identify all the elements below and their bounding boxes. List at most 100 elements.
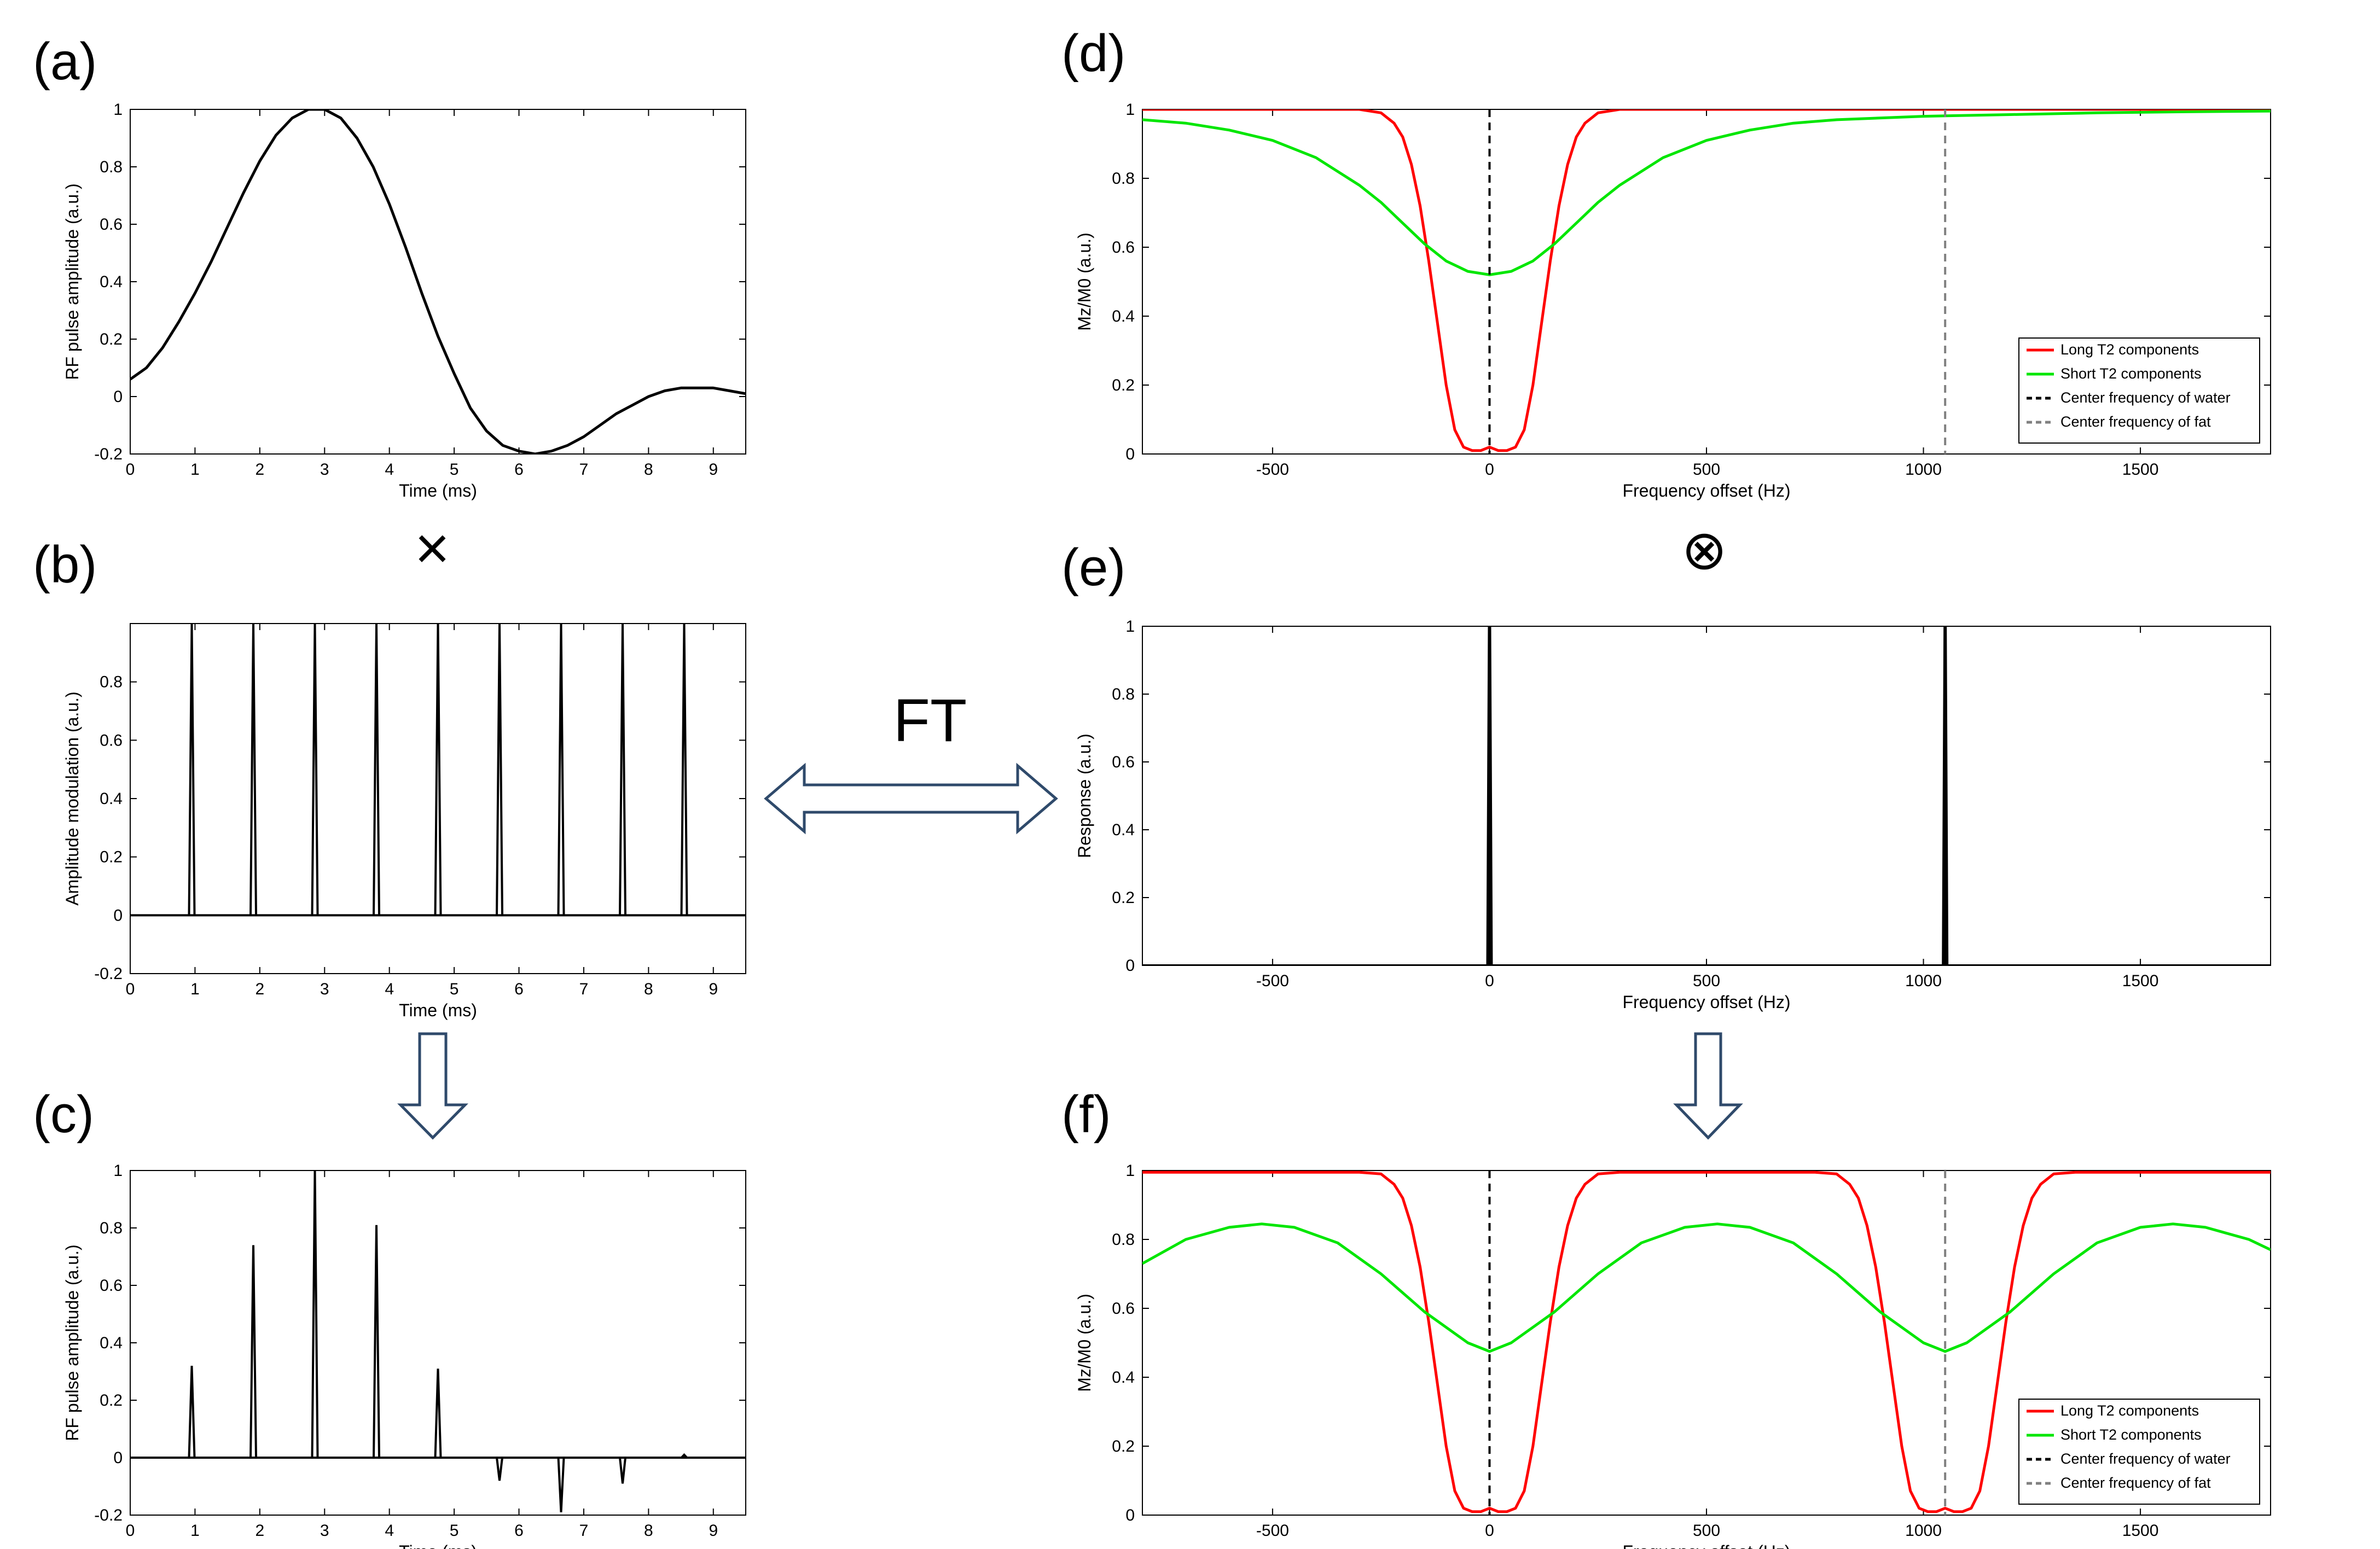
x-tick-label: 1 <box>190 461 200 479</box>
y-tick-label: 1 <box>1125 1162 1135 1180</box>
y-tick-label: 1 <box>1125 618 1135 636</box>
x-axis-label: Time (ms) <box>399 1000 477 1020</box>
x-tick-label: 8 <box>644 980 653 998</box>
x-tick-label: 1 <box>190 1522 200 1540</box>
x-tick-label: 1 <box>190 980 200 998</box>
y-tick-label: 0.2 <box>100 1391 123 1410</box>
x-tick-label: -500 <box>1256 1522 1289 1540</box>
x-tick-label: 500 <box>1693 1522 1720 1540</box>
y-axis-label: Mz/M0 (a.u.) <box>1075 232 1094 331</box>
y-tick-label: 0.4 <box>1112 821 1135 839</box>
y-tick-label: 0.8 <box>1112 1231 1135 1249</box>
down-arrow-icon-left <box>397 1032 468 1140</box>
x-tick-label: 9 <box>709 1522 718 1540</box>
spike-5 <box>496 624 503 916</box>
y-tick-label: 0.6 <box>1112 753 1135 771</box>
x-tick-label: 7 <box>579 461 589 479</box>
axes-box <box>130 1170 746 1516</box>
x-tick-label: 6 <box>514 980 524 998</box>
spike-2 <box>311 1171 319 1458</box>
x-tick-label: -500 <box>1256 461 1289 479</box>
plot-area <box>130 109 746 454</box>
y-tick-label: -0.2 <box>94 1506 123 1524</box>
series-line-1 <box>1142 1222 2271 1353</box>
y-tick-label: 0.4 <box>1112 1369 1135 1387</box>
y-tick-label: 0.8 <box>100 158 123 176</box>
spike-6 <box>557 1457 565 1512</box>
y-tick-label: 0.2 <box>100 330 123 348</box>
x-tick-label: 6 <box>514 461 524 479</box>
y-tick-label: 0.6 <box>100 1277 123 1295</box>
legend-entry: Center frequency of fat <box>2060 414 2211 430</box>
y-tick-label: 0 <box>113 388 123 406</box>
y-tick-label: 0.8 <box>1112 685 1135 703</box>
spike-4 <box>434 1369 442 1458</box>
legend-entry: Center frequency of water <box>2060 1451 2231 1467</box>
y-axis-label: Mz/M0 (a.u.) <box>1075 1294 1094 1392</box>
spike-7 <box>619 624 626 916</box>
y-tick-label: -0.2 <box>94 445 123 463</box>
x-tick-label: 0 <box>126 461 135 479</box>
y-axis-label: Amplitude modulation (a.u.) <box>62 691 82 905</box>
multiply-operator: × <box>415 515 450 582</box>
spike-0 <box>188 1365 196 1458</box>
x-tick-label: 1500 <box>2122 461 2159 479</box>
plot-area <box>130 1171 746 1512</box>
plot-area <box>1142 109 2271 454</box>
series-line-0 <box>1142 1171 2271 1513</box>
spike-5 <box>496 1457 503 1481</box>
y-tick-label: 0 <box>1125 445 1135 463</box>
spike-3 <box>373 624 380 916</box>
x-axis-label: Time (ms) <box>399 1542 477 1549</box>
spike-1 <box>1942 626 1949 965</box>
x-tick-label: 500 <box>1693 972 1720 990</box>
y-axis-label: RF pulse amplitude (a.u.) <box>62 1244 82 1441</box>
legend-entry: Long T2 components <box>2060 341 2199 358</box>
panel-label-a: (a) <box>33 32 97 91</box>
panel-label-c: (c) <box>33 1085 94 1144</box>
legend-entry: Short T2 components <box>2060 1426 2202 1443</box>
y-tick-label: 0 <box>113 1449 123 1467</box>
x-tick-label: 9 <box>709 461 718 479</box>
x-tick-label: 4 <box>385 1522 394 1540</box>
x-axis-label: Time (ms) <box>399 481 477 500</box>
x-tick-label: 5 <box>450 980 459 998</box>
x-tick-label: 4 <box>385 980 394 998</box>
axes-box <box>1142 626 2271 966</box>
x-tick-label: 1500 <box>2122 972 2159 990</box>
y-tick-label: 0 <box>1125 957 1135 975</box>
y-tick-label: 1 <box>113 1162 123 1180</box>
legend-entry: Center frequency of fat <box>2060 1475 2211 1491</box>
x-tick-label: 3 <box>320 461 329 479</box>
x-tick-label: 5 <box>450 1522 459 1540</box>
series-line-0 <box>1142 109 2271 452</box>
x-tick-label: 500 <box>1693 461 1720 479</box>
spike-3 <box>373 1225 380 1458</box>
y-tick-label: 0.8 <box>1112 170 1135 188</box>
y-tick-label: 0.2 <box>1112 376 1135 394</box>
ft-double-arrow-icon <box>764 762 1058 835</box>
x-tick-label: 0 <box>1485 972 1494 990</box>
plot-area <box>130 624 746 917</box>
y-tick-label: 0 <box>113 906 123 924</box>
y-tick-label: 0.6 <box>1112 1300 1135 1318</box>
y-tick-label: 0.8 <box>100 673 123 691</box>
legend: Long T2 components Short T2 components Cen… <box>2018 1399 2260 1505</box>
plot-area <box>1142 626 2271 965</box>
legend-box <box>2018 1399 2260 1505</box>
x-tick-label: 1000 <box>1905 461 1942 479</box>
x-tick-label: 4 <box>385 461 394 479</box>
convolve-operator: ⊗ <box>1681 520 1727 581</box>
spike-1 <box>249 624 257 916</box>
x-tick-label: 9 <box>709 980 718 998</box>
panel-label-b: (b) <box>33 535 97 594</box>
x-tick-label: 7 <box>579 1522 589 1540</box>
y-axis-label: Response (a.u.) <box>1075 733 1094 858</box>
series-line-1 <box>1142 109 2271 276</box>
y-tick-label: 0.6 <box>100 216 123 234</box>
x-tick-label: 3 <box>320 980 329 998</box>
y-tick-label: 0.2 <box>1112 889 1135 907</box>
